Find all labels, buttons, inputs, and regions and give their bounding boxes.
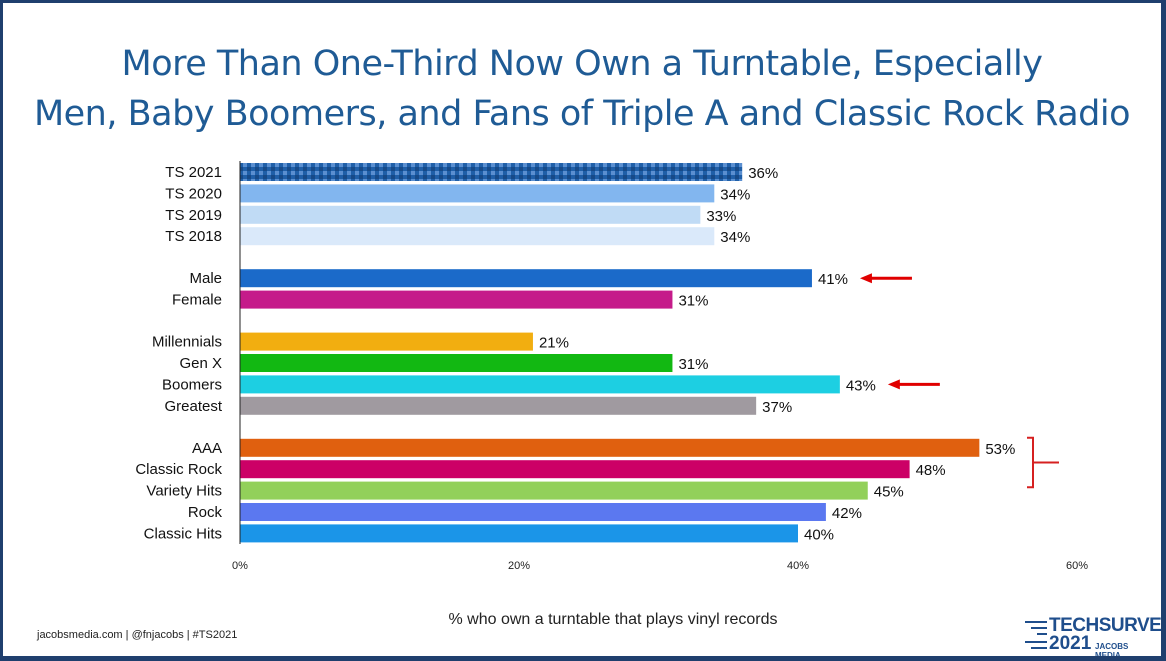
category-label: Greatest (164, 398, 222, 415)
data-label: 37% (762, 399, 792, 416)
data-label: 34% (720, 229, 750, 246)
data-label: 31% (678, 356, 708, 373)
data-label: 36% (748, 165, 778, 182)
category-label: TS 2019 (165, 207, 222, 224)
bar-aaa (240, 438, 980, 457)
bar-classic-rock (240, 460, 910, 479)
footer-text: jacobsmedia.com | @fnjacobs | #TS2021 (37, 629, 238, 641)
data-label: 42% (832, 505, 862, 522)
chart-title: More Than One-Third Now Own a Turntable,… (3, 39, 1161, 139)
bar-chart: TS 2021 36% TS 2020 34% TS 2019 33% TS 2018 34%… (135, 161, 1088, 572)
bar-gen-x (240, 354, 673, 372)
red-arrow-head-icon (859, 273, 872, 284)
bar-millennials (240, 332, 533, 351)
data-label: 33% (706, 208, 736, 225)
bar-male (240, 269, 812, 288)
category-label: TS 2021 (165, 164, 222, 181)
category-label: Female (172, 292, 222, 309)
category-label: Male (189, 270, 222, 287)
category-label: AAA (192, 440, 222, 457)
data-label: 43% (846, 377, 876, 394)
data-label: 34% (720, 186, 750, 203)
bar-greatest (240, 396, 757, 415)
data-label: 45% (874, 484, 904, 501)
logo-lines-icon (1025, 621, 1047, 653)
category-label: Classic Hits (144, 525, 222, 542)
logo-line-2: 2021 (1049, 633, 1092, 654)
category-label: Gen X (179, 355, 222, 372)
x-tick-label: 20% (508, 560, 530, 572)
bar-female (240, 290, 673, 309)
bar-ts-2020 (240, 184, 715, 203)
data-label: 31% (678, 293, 708, 310)
logo-line-1: TECHSURVEY (1049, 615, 1166, 636)
category-label: Rock (188, 504, 223, 521)
x-tick-label: 40% (787, 560, 809, 572)
bar-ts-2018 (240, 227, 715, 246)
title-line-2: Men, Baby Boomers, and Fans of Triple A … (33, 94, 1131, 134)
bar-rock (240, 503, 826, 521)
red-arrow-head-icon (887, 379, 900, 390)
data-label: 40% (804, 526, 834, 543)
data-label: 48% (916, 462, 946, 479)
bar-ts-2021 (240, 163, 743, 181)
red-bracket-annotation (1027, 436, 1059, 489)
category-label: Variety Hits (146, 483, 222, 500)
category-label: Millennials (152, 334, 222, 351)
x-tick-label: 0% (232, 560, 248, 572)
bar-ts-2019 (240, 205, 701, 224)
category-label: Classic Rock (135, 461, 222, 478)
x-axis-label: % who own a turntable that plays vinyl r… (448, 611, 778, 628)
category-label: TS 2020 (165, 185, 222, 202)
bar-variety-hits (240, 481, 868, 500)
data-label: 21% (539, 335, 569, 352)
bar-boomers (240, 375, 840, 394)
category-label: Boomers (162, 376, 222, 393)
title-line-1: More Than One-Third Now Own a Turntable,… (121, 44, 1043, 84)
category-label: TS 2018 (165, 228, 222, 245)
data-label: 41% (818, 271, 848, 288)
bar-classic-hits (240, 524, 798, 543)
logo-line-3: JACOBS MEDIA (1095, 642, 1129, 660)
data-label: 53% (985, 441, 1015, 458)
x-tick-label: 60% (1066, 560, 1088, 572)
